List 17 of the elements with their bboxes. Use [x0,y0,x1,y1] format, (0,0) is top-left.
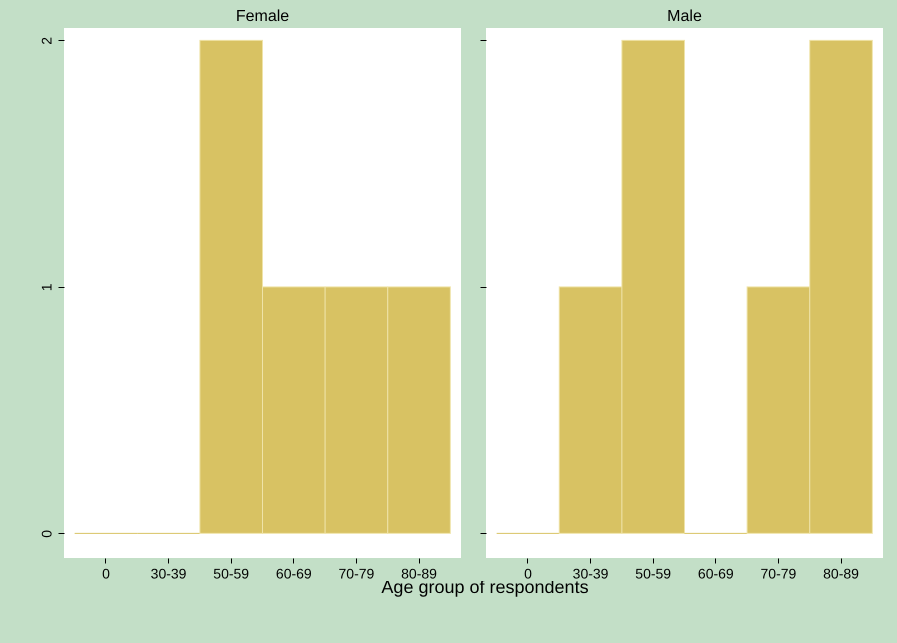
x-tick-label: 70-79 [338,566,375,582]
x-tick-label: 50-59 [213,566,250,582]
x-tick-label: 70-79 [760,566,797,582]
x-tick-label: 80-89 [823,566,860,582]
x-tick-label: 30-39 [150,566,187,582]
y-tick-label: 0 [38,530,54,538]
y-tick-label: 1 [38,283,54,292]
x-tick-label: 60-69 [698,566,734,582]
y-tick-label: 2 [38,36,54,45]
chart-title: Male [667,8,702,25]
x-tick-label: 0 [524,566,532,582]
chart-title: Female [236,8,290,25]
x-tick-label: 30-39 [572,566,609,582]
x-tick-label: 80-89 [401,566,438,582]
x-tick-label: 60-69 [276,566,312,582]
x-tick-label: 50-59 [635,566,672,582]
x-tick-label: 0 [102,566,110,582]
